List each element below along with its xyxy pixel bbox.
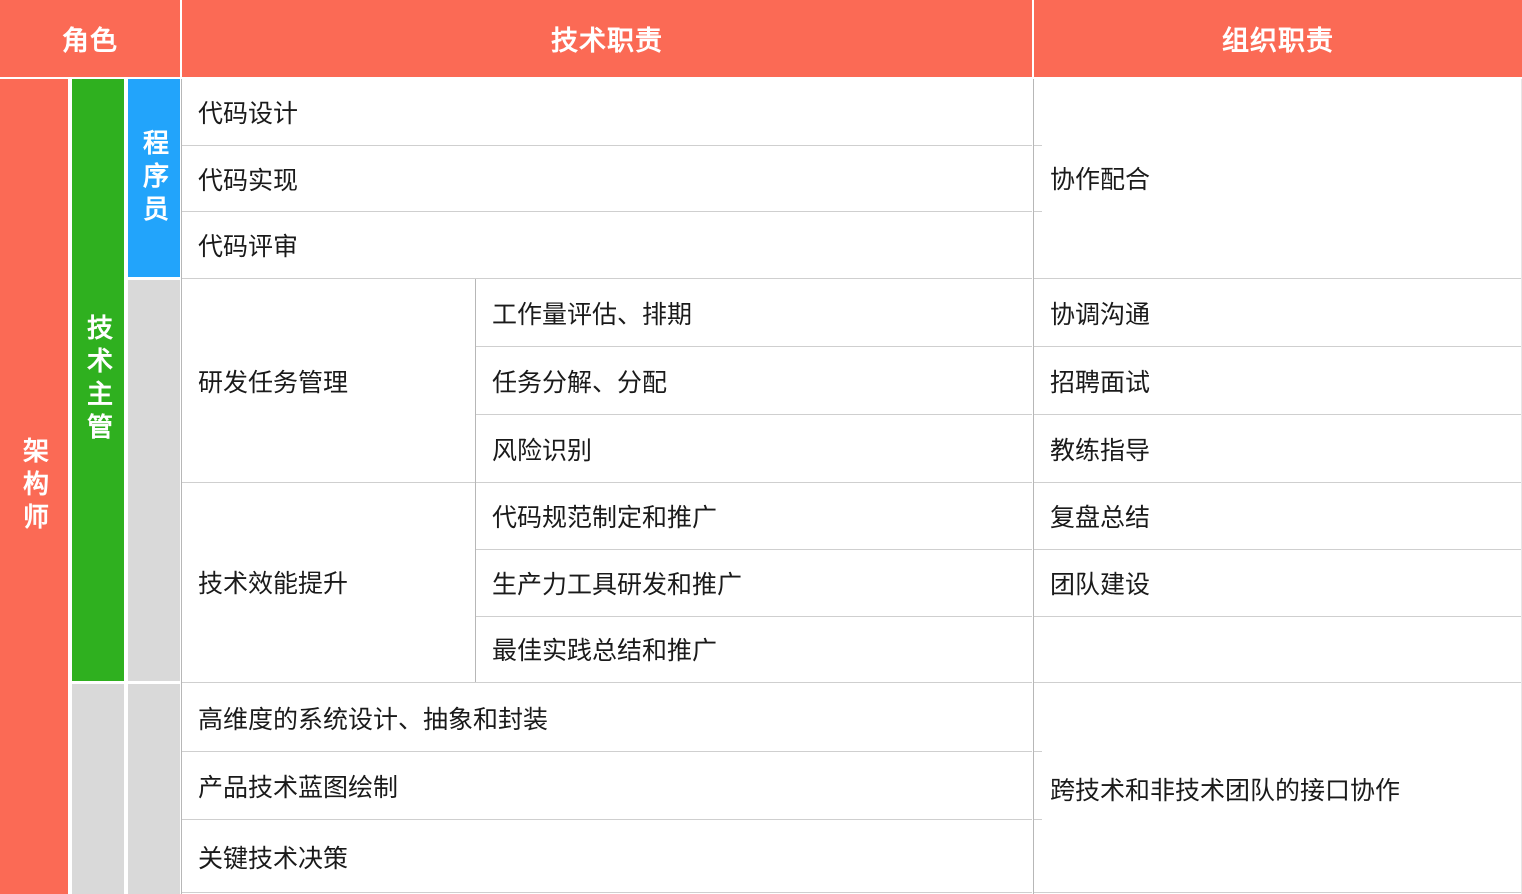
row-divider: [1034, 482, 1522, 483]
row-divider-stub: [1034, 819, 1042, 820]
tech-duty-cell: 代码评审: [182, 212, 1032, 277]
tech-duty-subcell: 最佳实践总结和推广: [476, 617, 1032, 681]
org-duty-cell: 跨技术和非技术团队的接口协作: [1034, 684, 1522, 894]
row-divider: [182, 482, 1032, 483]
header-technical-duty-label: 技术职责: [551, 26, 663, 56]
row-divider: [182, 211, 1032, 212]
tech-duty-group-cell: 研发任务管理: [182, 279, 474, 482]
tech-duty-cell: 关键技术决策: [182, 820, 1032, 894]
row-divider: [476, 549, 1032, 550]
column-divider-tech-sub: [475, 279, 476, 682]
row-divider: [1034, 346, 1522, 347]
role-bar-programmer: 程序员: [128, 79, 180, 277]
org-duty-cell: 协作配合: [1034, 79, 1522, 277]
tech-duty-group-cell: 技术效能提升: [182, 483, 474, 681]
row-divider: [182, 278, 1032, 279]
row-divider: [1034, 682, 1522, 683]
org-duty-cell: 复盘总结: [1034, 483, 1522, 549]
tech-duty-subcell: 生产力工具研发和推广: [476, 550, 1032, 616]
role-col3-filler-upper: [128, 280, 180, 681]
row-divider: [182, 751, 1032, 752]
row-divider: [1034, 892, 1522, 893]
header-divider-2: [1032, 0, 1034, 77]
row-divider: [1034, 616, 1522, 617]
tech-duty-cell: 产品技术蓝图绘制: [182, 752, 1032, 819]
role-bar-tech-lead-label: 技术主管: [83, 314, 114, 446]
header-role: 角色: [0, 0, 180, 77]
row-divider: [1034, 414, 1522, 415]
row-divider: [182, 892, 1032, 893]
role-col3-filler-lower: [128, 684, 180, 894]
role-col2-filler: [72, 684, 124, 894]
header-divider-1: [180, 0, 182, 77]
tech-duty-subcell: 任务分解、分配: [476, 347, 1032, 414]
row-divider: [182, 682, 1032, 683]
tech-duty-cell: 代码设计: [182, 79, 1032, 145]
row-divider-stub: [1034, 211, 1042, 212]
role-bar-architect: 架构师: [0, 79, 68, 894]
org-duty-cell: 协调沟通: [1034, 279, 1522, 346]
row-divider-stub: [1034, 751, 1042, 752]
header-organizational-duty: 组织职责: [1034, 0, 1522, 77]
org-duty-cell: 招聘面试: [1034, 347, 1522, 414]
row-divider-stub: [1034, 145, 1042, 146]
tech-duty-subcell: 工作量评估、排期: [476, 279, 1032, 346]
tech-duty-cell: 代码实现: [182, 146, 1032, 211]
row-divider: [1034, 549, 1522, 550]
header-role-label: 角色: [62, 26, 118, 56]
header-organizational-duty-label: 组织职责: [1222, 26, 1334, 56]
header-technical-duty: 技术职责: [182, 0, 1032, 77]
row-divider: [476, 616, 1032, 617]
tech-duty-subcell: 代码规范制定和推广: [476, 483, 1032, 549]
column-divider-tech-org: [1033, 79, 1034, 894]
role-bar-tech-lead: 技术主管: [72, 79, 124, 681]
column-divider-role-tech: [181, 79, 182, 894]
row-divider: [476, 346, 1032, 347]
tech-duty-subcell: 风险识别: [476, 415, 1032, 482]
tech-duty-cell: 高维度的系统设计、抽象和封装: [182, 684, 1032, 751]
row-divider: [182, 819, 1032, 820]
row-divider: [1034, 278, 1522, 279]
org-duty-cell-empty: [1034, 617, 1522, 681]
row-divider: [182, 145, 1032, 146]
org-duty-cell: 教练指导: [1034, 415, 1522, 482]
role-bar-architect-label: 架构师: [19, 437, 50, 536]
role-bar-programmer-label: 程序员: [139, 128, 170, 228]
org-duty-cell: 团队建设: [1034, 550, 1522, 616]
row-divider: [476, 414, 1032, 415]
